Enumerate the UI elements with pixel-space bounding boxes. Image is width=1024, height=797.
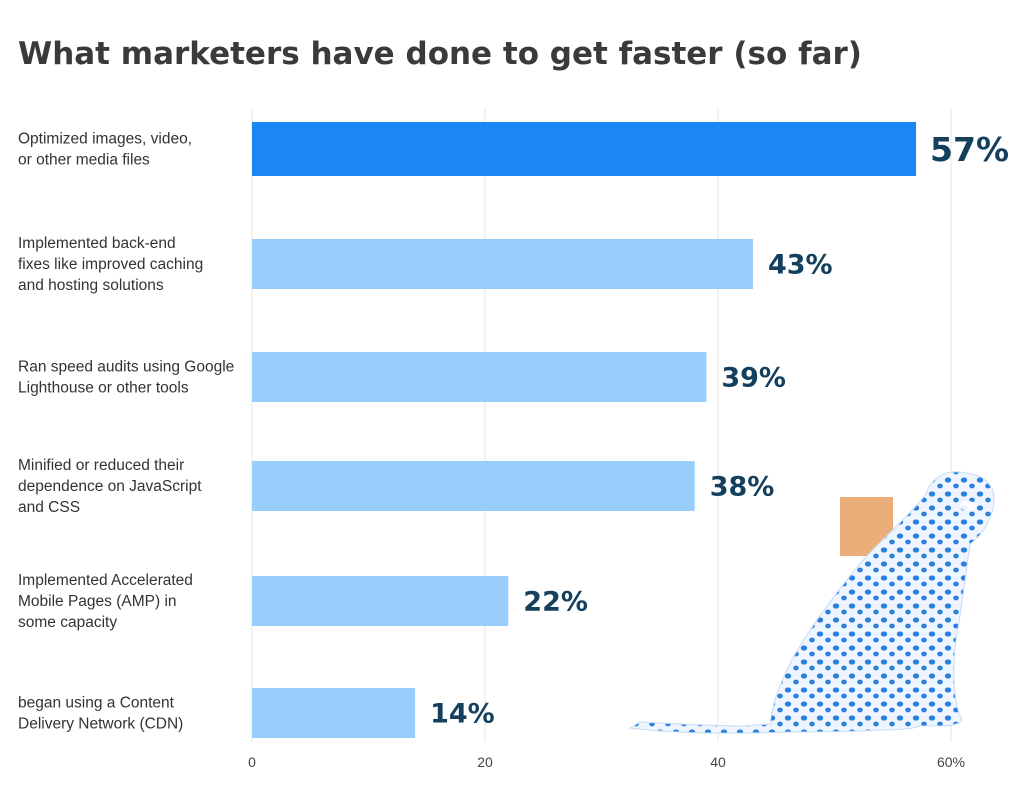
x-tick-label: 0: [248, 754, 256, 770]
value-label: 39%: [721, 363, 786, 394]
bar: [252, 576, 509, 626]
cheetah-icon: [628, 471, 995, 734]
cheetah-face-icon: [960, 501, 976, 511]
value-label: 38%: [710, 472, 775, 503]
bar: [252, 461, 695, 511]
category-label: Minified or reduced their dependence on J…: [18, 457, 202, 516]
value-labels: 57% 43% 39% 38% 22% 14%: [430, 130, 1009, 730]
bar: [252, 352, 707, 402]
category-label: Optimized images, video, or other media f…: [18, 131, 192, 169]
bar: [252, 688, 416, 738]
value-label: 57%: [930, 130, 1009, 169]
chart-title: What marketers have done to get faster (…: [18, 36, 862, 72]
orange-flag-shape: [840, 497, 893, 556]
category-label: Ran speed audits using Google Lighthouse …: [18, 359, 234, 397]
value-label: 43%: [768, 250, 833, 281]
category-labels: Optimized images, video, or other media f…: [18, 131, 234, 733]
x-tick-label: 40: [710, 754, 726, 770]
category-label: Implemented back-end fixes like improved …: [18, 235, 203, 294]
bars: [252, 122, 917, 738]
x-axis-ticks: 0 20 40 60%: [248, 754, 965, 770]
x-tick-label: 20: [477, 754, 493, 770]
category-label: Implemented Accelerated Mobile Pages (AMP…: [18, 572, 193, 631]
bar: [252, 122, 917, 176]
bar: [252, 239, 753, 289]
category-label: began using a Content Delivery Network (C…: [18, 695, 183, 733]
cheetah-illustration: [628, 471, 995, 734]
x-tick-label: 60%: [937, 754, 965, 770]
value-label: 22%: [523, 587, 588, 618]
value-label: 14%: [430, 699, 495, 730]
